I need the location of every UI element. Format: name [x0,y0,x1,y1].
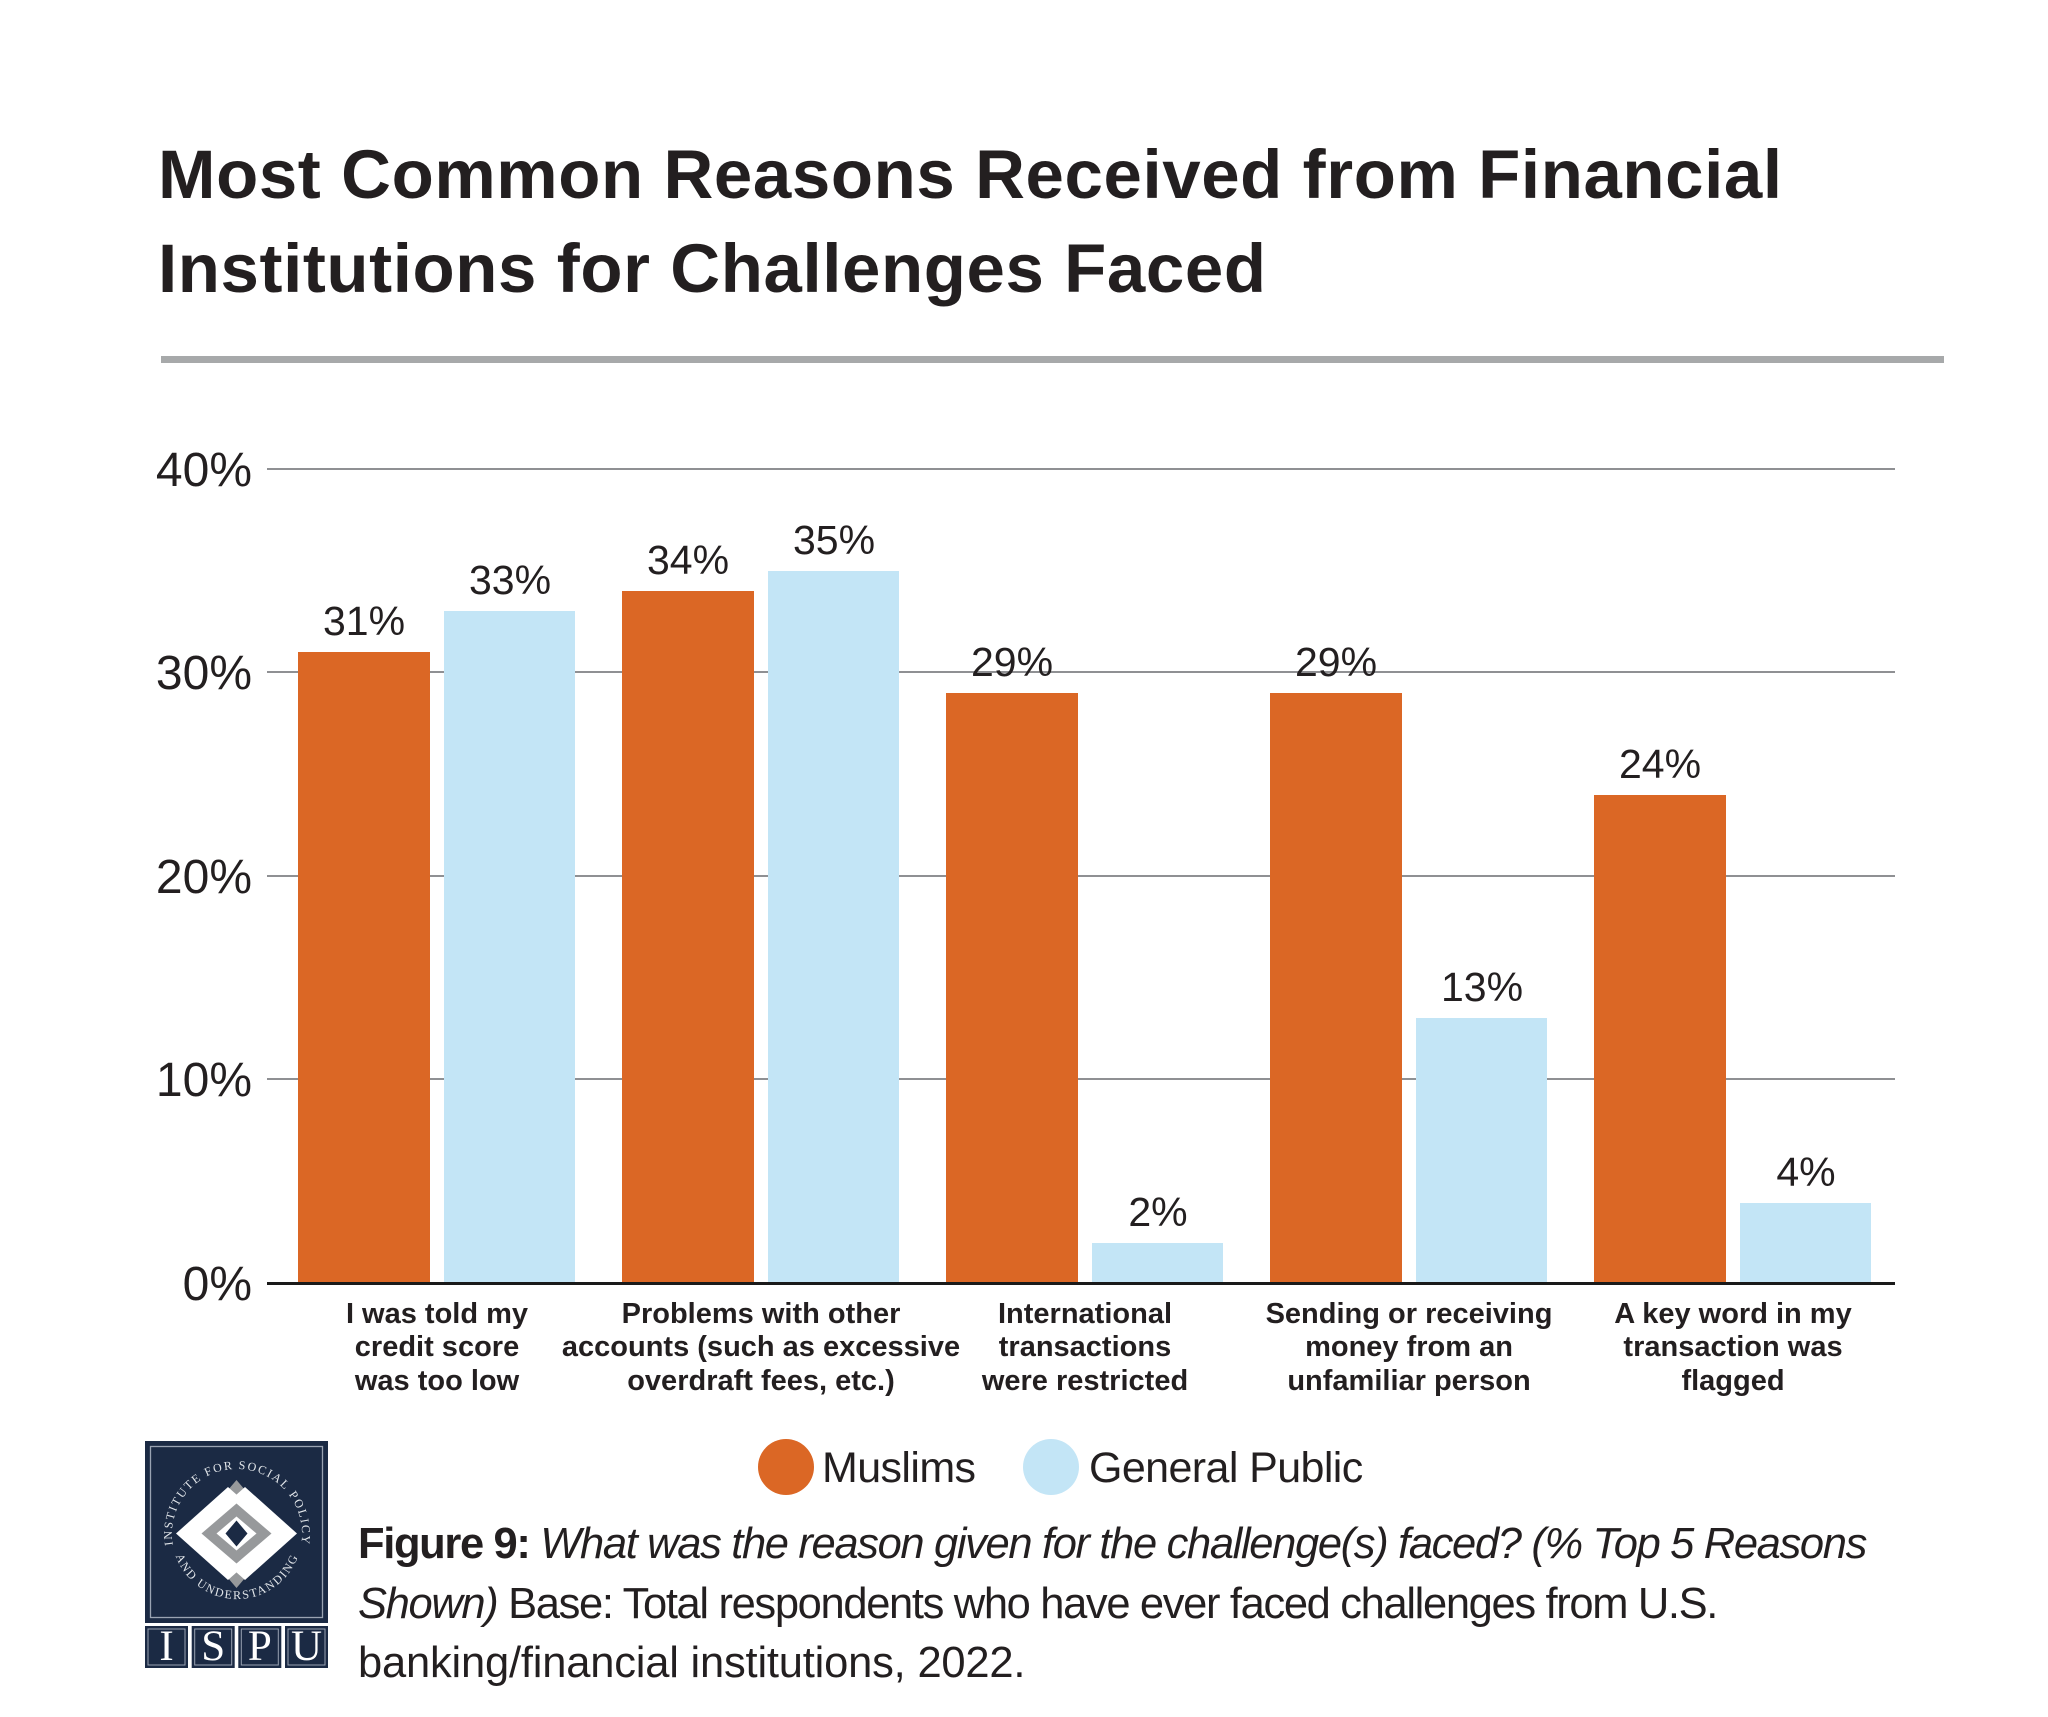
svg-text:P: P [248,1623,272,1668]
svg-text:S: S [201,1623,225,1668]
svg-text:U: U [291,1623,322,1668]
svg-text:I: I [159,1623,173,1668]
